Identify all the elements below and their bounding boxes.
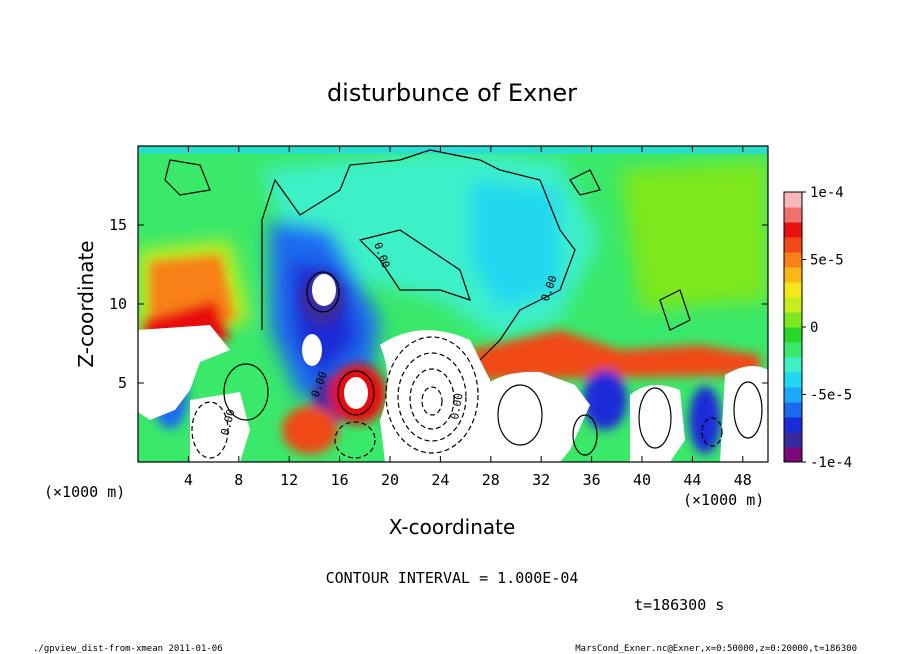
x-axis-title: X-coordinate xyxy=(389,515,516,539)
dashed-ring-2 xyxy=(397,352,467,442)
contour-ring-a xyxy=(306,271,340,313)
x-tick-label: 24 xyxy=(431,471,449,489)
x-tick-label: 12 xyxy=(280,471,298,489)
top-edge-band xyxy=(138,146,768,154)
contour-ring-e xyxy=(638,387,672,449)
colorbar-tick-label: 0 xyxy=(810,320,818,336)
blue-patch-36 xyxy=(583,370,627,430)
x-tick-label: 8 xyxy=(234,471,243,489)
y-axis: 5 10 15 xyxy=(109,216,768,392)
white-left xyxy=(138,325,230,420)
light-blue-region xyxy=(470,180,560,310)
colorbar-swatch xyxy=(784,207,802,223)
x-tick-label: 40 xyxy=(633,471,651,489)
white-core-mid xyxy=(302,334,322,366)
y-tick-label: 15 xyxy=(109,216,127,234)
red-ring-14 xyxy=(282,406,338,454)
x-unit-label: (×1000 m) xyxy=(683,491,764,509)
colorbar-swatch xyxy=(784,417,802,433)
x-tick-label: 28 xyxy=(482,471,500,489)
dashed-ring-7 xyxy=(701,417,723,447)
footer-right: MarsCond_Exner.nc@Exner,x=0:50000,z=0:20… xyxy=(575,644,857,654)
contour-zero-main xyxy=(261,149,576,361)
contour-interval-note: CONTOUR INTERVAL = 1.000E-04 xyxy=(326,569,579,587)
white-core-low xyxy=(344,377,368,409)
colorbar xyxy=(783,191,803,463)
footer-left: ./gpview_dist-from-xmean 2011-01-06 xyxy=(33,644,223,654)
dashed-ring-6 xyxy=(334,421,376,459)
contour-ring-g xyxy=(572,414,598,456)
colorbar-swatch xyxy=(784,267,802,283)
contour-ring-f xyxy=(733,381,763,439)
time-label: t=186300 s xyxy=(634,596,724,614)
colorbar-swatch xyxy=(784,387,802,403)
colorbar-swatch xyxy=(784,282,802,298)
chart-title: disturbunce of Exner xyxy=(327,79,577,107)
dashed-ring-1 xyxy=(385,336,479,454)
contour-dashed xyxy=(191,336,723,459)
colorbar-swatch xyxy=(784,237,802,253)
red-band-right xyxy=(470,330,760,380)
colorbar-tick-label: -1e-4 xyxy=(810,455,852,471)
colorbar-swatch xyxy=(784,342,802,358)
contour-ring-b xyxy=(337,370,375,416)
colorbar-tick-label: 5e-5 xyxy=(810,253,844,269)
colorbar-swatch xyxy=(784,402,802,418)
white-right-3 xyxy=(720,366,768,462)
contour-label: 0.00 xyxy=(448,392,465,420)
white-core-high xyxy=(312,274,336,306)
x-tick-label: 20 xyxy=(381,471,399,489)
y-axis-title: Z-coordinate xyxy=(74,240,98,367)
dashed-ring-4 xyxy=(421,386,443,416)
colorbar-swatch xyxy=(784,192,802,208)
x-tick-label: 36 xyxy=(583,471,601,489)
colorbar-swatch xyxy=(784,432,802,448)
x-tick-label: 4 xyxy=(184,471,193,489)
colorbar-swatch xyxy=(784,357,802,373)
contour-zero-3 xyxy=(164,159,211,196)
y-tick-label: 10 xyxy=(109,295,127,313)
colorbar-swatch xyxy=(784,222,802,238)
saturated-regions xyxy=(138,274,768,462)
dashed-ring-3 xyxy=(409,368,455,430)
contour-zero-2 xyxy=(358,229,471,301)
colorbar-tick-label: 1e-4 xyxy=(810,185,844,201)
lime-region-right xyxy=(620,160,768,310)
contour-zero-4 xyxy=(569,169,601,196)
heatmap-field xyxy=(138,146,768,462)
x-tick-label: 16 xyxy=(331,471,349,489)
colorbar-swatch xyxy=(784,372,802,388)
x-tick-label: 32 xyxy=(532,471,550,489)
colorbar-swatch xyxy=(784,297,802,313)
x-axis: 4 8 12 16 20 24 28 32 36 40 44 48 xyxy=(184,146,752,489)
colorbar-tick-label: -5e-5 xyxy=(810,388,852,404)
x-tick-label: 44 xyxy=(683,471,701,489)
contour-ring-d xyxy=(497,384,543,446)
contour-zero-5 xyxy=(659,289,691,331)
colorbar-ticks: 1e-4 5e-5 0 -5e-5 -1e-4 xyxy=(802,185,852,471)
x-tick-label: 48 xyxy=(734,471,752,489)
white-right-2 xyxy=(630,385,685,462)
blue-patch-45 xyxy=(689,386,721,454)
contour-ring-c xyxy=(223,363,269,421)
contour-lines xyxy=(164,149,763,456)
colorbar-swatch xyxy=(784,252,802,268)
y-tick-label: 5 xyxy=(118,374,127,392)
colorbar-swatch xyxy=(784,312,802,328)
white-center xyxy=(380,330,490,462)
colorbar-swatch xyxy=(784,447,802,463)
y-unit-label: (×1000 m) xyxy=(44,483,125,501)
colorbar-swatch xyxy=(784,327,802,343)
white-left-low xyxy=(190,392,250,462)
dashed-ring-5 xyxy=(191,401,229,459)
